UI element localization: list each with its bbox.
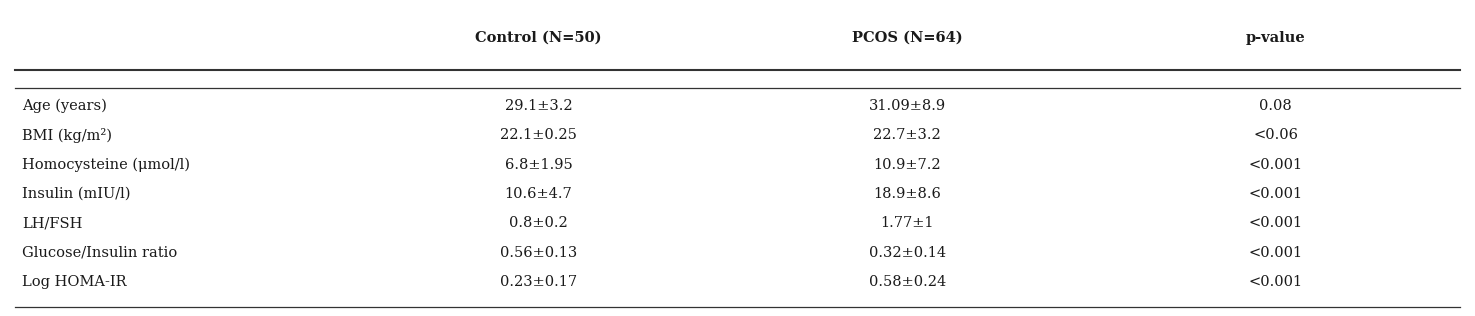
Text: Glucose/Insulin ratio: Glucose/Insulin ratio [22, 246, 177, 260]
Text: 0.08: 0.08 [1260, 99, 1292, 113]
Text: <0.001: <0.001 [1249, 246, 1302, 260]
Text: 0.23±0.17: 0.23±0.17 [500, 275, 577, 289]
Text: 6.8±1.95: 6.8±1.95 [504, 158, 572, 172]
Text: 0.32±0.14: 0.32±0.14 [869, 246, 945, 260]
Text: 10.9±7.2: 10.9±7.2 [873, 158, 941, 172]
Text: 31.09±8.9: 31.09±8.9 [869, 99, 945, 113]
Text: <0.001: <0.001 [1249, 187, 1302, 201]
Text: PCOS (N=64): PCOS (N=64) [853, 31, 963, 45]
Text: p-value: p-value [1246, 31, 1305, 45]
Text: 10.6±4.7: 10.6±4.7 [504, 187, 572, 201]
Text: 29.1±3.2: 29.1±3.2 [504, 99, 572, 113]
Text: <0.001: <0.001 [1249, 275, 1302, 289]
Text: 22.7±3.2: 22.7±3.2 [873, 128, 941, 142]
Text: Age (years): Age (years) [22, 99, 108, 113]
Text: <0.001: <0.001 [1249, 216, 1302, 230]
Text: Insulin (mIU/l): Insulin (mIU/l) [22, 187, 131, 201]
Text: BMI (kg/m²): BMI (kg/m²) [22, 128, 112, 143]
Text: <0.001: <0.001 [1249, 158, 1302, 172]
Text: Control (N=50): Control (N=50) [475, 31, 602, 45]
Text: 18.9±8.6: 18.9±8.6 [873, 187, 941, 201]
Text: 22.1±0.25: 22.1±0.25 [500, 128, 577, 142]
Text: Log HOMA-IR: Log HOMA-IR [22, 275, 127, 289]
Text: 0.56±0.13: 0.56±0.13 [500, 246, 577, 260]
Text: 1.77±1: 1.77±1 [881, 216, 934, 230]
Text: Homocysteine (μmol/l): Homocysteine (μmol/l) [22, 157, 190, 172]
Text: 0.58±0.24: 0.58±0.24 [869, 275, 945, 289]
Text: 0.8±0.2: 0.8±0.2 [509, 216, 568, 230]
Text: LH/FSH: LH/FSH [22, 216, 83, 230]
Text: <0.06: <0.06 [1254, 128, 1298, 142]
